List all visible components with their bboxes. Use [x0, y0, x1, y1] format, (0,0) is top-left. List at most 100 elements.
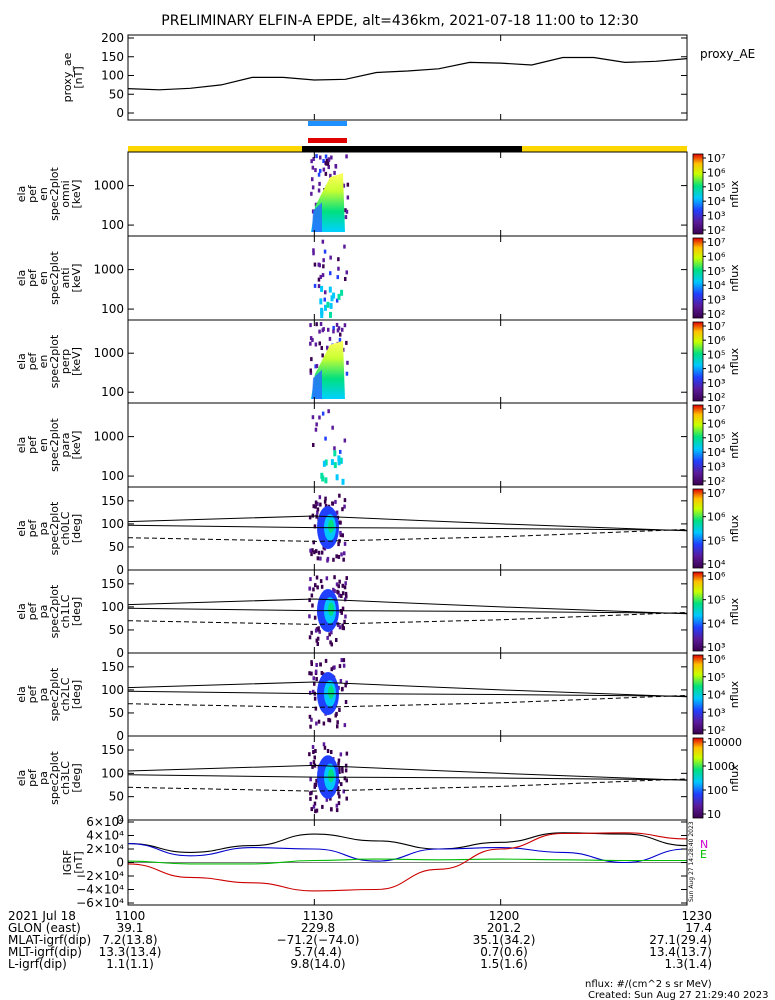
spectrogram-cell	[325, 161, 328, 166]
pa-cell	[344, 768, 348, 773]
pa-cell	[313, 681, 316, 686]
y-tick-label: 100	[101, 683, 124, 697]
spectrogram-cell	[326, 161, 330, 166]
pa-cell	[317, 550, 321, 555]
pa-cell	[308, 614, 311, 619]
x-annotation-row-label: MLAT-igrf(dip)	[8, 933, 91, 947]
legend-e: E	[700, 848, 707, 861]
pa-cell	[316, 636, 320, 641]
pa-cell	[343, 551, 346, 556]
pa-cell	[316, 507, 320, 512]
colorbar-tick-label: 10⁴	[707, 279, 726, 292]
y-axis-label-line: pef	[26, 685, 39, 704]
pa-cell	[344, 683, 347, 688]
y-axis-label-line: [keV]	[70, 180, 83, 209]
pa-cell	[329, 640, 332, 645]
pa-cell	[330, 807, 333, 812]
y-axis-label-line: ela	[15, 437, 28, 454]
colorbar-label: nflux	[728, 764, 741, 792]
colorbar-tick-label: 10⁴	[707, 446, 726, 459]
pa-cell	[319, 502, 322, 507]
pa-cell	[314, 504, 317, 509]
colorbar-label: nflux	[728, 514, 741, 542]
eclipse-bar	[302, 146, 522, 152]
created-footnote: Created: Sun Aug 27 21:29:40 2023	[588, 990, 768, 1000]
y-axis-label-line: spec2plot	[48, 501, 61, 555]
pa-cell	[324, 658, 328, 663]
pa-cell	[308, 598, 311, 603]
spectrogram-cell	[311, 185, 315, 190]
y-tick-label: 0	[116, 856, 124, 870]
panel-ch1LC: 150 100 50 0 10⁶ 10⁵ 10⁴ 10³ nflux elapefpaspec2p…	[15, 569, 741, 660]
spectrogram-cell	[310, 159, 313, 164]
igrf-side-note: Sun Aug 27 14:28:40 2023	[688, 821, 695, 902]
pa-cell	[322, 742, 326, 747]
spectrogram-cell	[313, 262, 317, 267]
pa-cell	[342, 658, 346, 663]
pa-cell	[308, 635, 312, 640]
pa-cell	[335, 554, 338, 559]
pa-cell	[337, 584, 340, 589]
colorbar-tick-label: 10³	[707, 294, 725, 307]
pa-cell	[325, 576, 329, 581]
y-axis-label-line: en	[37, 187, 50, 201]
pa-cell	[337, 801, 341, 806]
pa-cell	[326, 635, 329, 640]
y-axis-label-line: ch2LC	[59, 677, 72, 711]
spectrogram-cell	[345, 270, 348, 275]
y-axis-label-line: [deg]	[70, 514, 83, 543]
y-tick-label: −2×10⁴	[76, 869, 124, 883]
pa-cell	[313, 696, 317, 701]
colorbar-tick-label: 10	[707, 808, 721, 821]
pa-cell	[344, 581, 347, 586]
pa-cell	[319, 579, 323, 584]
pa-cell	[340, 552, 343, 557]
pa-cell	[315, 778, 318, 783]
spectrogram-cell	[324, 436, 327, 441]
pa-cell	[341, 507, 344, 512]
pa-cell	[315, 575, 319, 580]
y-axis-label-line: pa	[37, 771, 50, 785]
panel-frame	[127, 319, 688, 404]
pa-cell	[320, 671, 324, 675]
spectrogram-cell	[340, 289, 344, 296]
colorbar	[692, 488, 704, 569]
spectrogram-cell	[319, 168, 322, 173]
spectrogram-cell	[313, 283, 317, 288]
spectrogram-cell	[330, 459, 334, 466]
y-axis-label-line: para	[59, 433, 72, 458]
y-axis-label-line: perp	[59, 349, 72, 374]
igrf-series-line	[127, 843, 688, 864]
y-axis-label-line: spec2plot	[48, 667, 61, 721]
spectrogram-cell	[331, 425, 334, 430]
colorbar-tick-label: 10⁴	[707, 363, 726, 376]
pa-cell	[320, 584, 324, 589]
pa-cell	[309, 548, 312, 553]
colorbar-tick-label: 10000	[707, 736, 742, 749]
colorbar-tick-label: 10⁷	[707, 320, 725, 333]
spectrogram-cell	[337, 293, 341, 300]
spectrogram-cell	[314, 364, 317, 369]
x-annotation-row-label: 2021 Jul 18	[8, 909, 76, 923]
colorbar-tick-label: 10⁶	[707, 653, 726, 666]
spectrogram-cell	[317, 262, 320, 267]
igrf-series-line	[127, 858, 687, 865]
y-axis-label-line: ch1LC	[59, 594, 72, 628]
colorbar-tick-label: 10⁶	[707, 570, 726, 583]
pa-cell	[341, 591, 345, 596]
pa-cell	[337, 791, 340, 796]
spectrogram-cell	[324, 290, 327, 295]
colorbar-tick-label: 10⁴	[707, 558, 726, 571]
spectrogram-edge	[312, 369, 322, 399]
pa-cell	[342, 663, 346, 668]
y-tick-label: 2×10⁴	[86, 842, 124, 856]
colorbar-tick-label: 10⁵	[707, 534, 725, 547]
spectrogram-cell	[320, 346, 323, 350]
pa-cell	[340, 594, 343, 598]
y-axis-label-line: [keV]	[70, 264, 83, 293]
spectrogram-cell	[330, 155, 333, 160]
y-axis-label-line: [deg]	[70, 597, 83, 626]
pa-cell	[336, 720, 339, 725]
spectrogram-cell	[318, 341, 321, 346]
science-zone-bar-left	[128, 146, 302, 152]
